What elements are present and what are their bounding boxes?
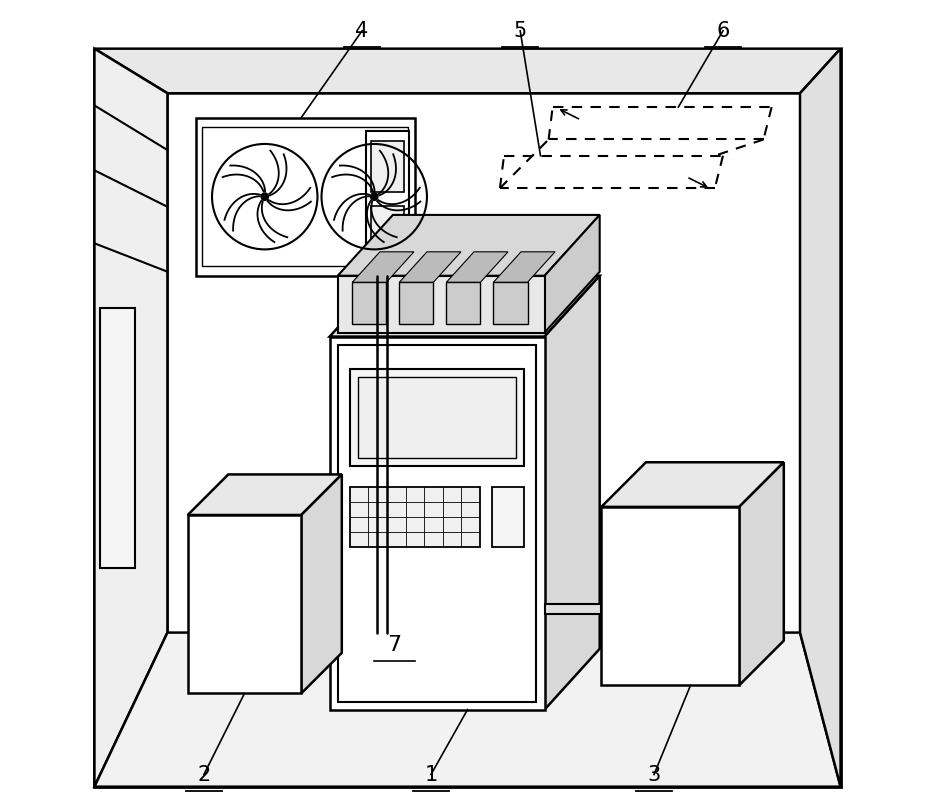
Polygon shape <box>399 251 461 282</box>
Polygon shape <box>446 282 481 324</box>
Polygon shape <box>446 251 508 282</box>
Polygon shape <box>494 251 555 282</box>
Polygon shape <box>371 206 404 260</box>
Polygon shape <box>544 215 599 333</box>
Polygon shape <box>399 282 434 324</box>
Circle shape <box>261 193 268 200</box>
Polygon shape <box>494 282 527 324</box>
Polygon shape <box>301 474 342 693</box>
Polygon shape <box>94 49 167 787</box>
Polygon shape <box>188 474 342 515</box>
Text: 6: 6 <box>716 21 729 41</box>
Polygon shape <box>800 49 841 787</box>
Circle shape <box>370 193 378 200</box>
Text: 4: 4 <box>355 21 368 41</box>
Polygon shape <box>352 251 414 282</box>
Polygon shape <box>740 462 784 685</box>
Polygon shape <box>367 131 410 269</box>
Polygon shape <box>544 604 601 614</box>
Text: 5: 5 <box>513 21 526 41</box>
Polygon shape <box>350 369 525 466</box>
Polygon shape <box>371 141 404 192</box>
Polygon shape <box>100 308 135 568</box>
Polygon shape <box>167 93 800 633</box>
Text: 1: 1 <box>424 765 438 784</box>
Polygon shape <box>188 515 301 693</box>
Polygon shape <box>330 276 599 337</box>
Polygon shape <box>350 487 480 547</box>
Polygon shape <box>94 49 841 93</box>
Polygon shape <box>358 377 516 458</box>
Polygon shape <box>601 462 784 507</box>
Polygon shape <box>330 337 544 710</box>
Polygon shape <box>195 118 415 276</box>
Polygon shape <box>352 282 386 324</box>
Polygon shape <box>544 276 599 710</box>
Polygon shape <box>601 507 740 685</box>
Polygon shape <box>94 49 841 787</box>
Polygon shape <box>202 127 409 266</box>
Text: 3: 3 <box>647 765 661 784</box>
Text: 7: 7 <box>387 635 401 654</box>
Polygon shape <box>492 487 525 547</box>
Polygon shape <box>338 345 537 702</box>
Polygon shape <box>94 633 841 787</box>
Polygon shape <box>338 215 599 276</box>
Text: 2: 2 <box>197 765 210 784</box>
Polygon shape <box>338 276 544 333</box>
